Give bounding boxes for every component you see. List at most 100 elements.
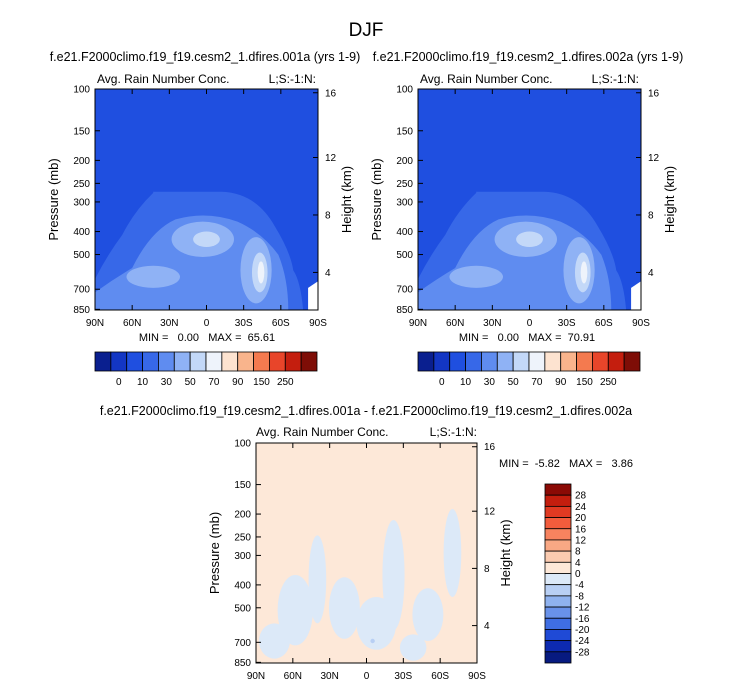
colorbar-swatch xyxy=(300,351,318,372)
x-tick-label: 90S xyxy=(632,318,650,329)
colorbar-label: 250 xyxy=(277,377,294,388)
contour-level-70-tropics xyxy=(193,231,220,248)
y-tick-label: 100 xyxy=(234,439,251,450)
y-tick-label: 200 xyxy=(234,510,251,521)
y-tick-label: 500 xyxy=(73,250,90,261)
colorbar-label: 0 xyxy=(575,569,581,580)
x-tick-label: 90N xyxy=(409,318,427,329)
x-tick-label: 90S xyxy=(309,318,327,329)
min-max-stats: MIN = 0.00 MAX = 70.91 xyxy=(459,332,595,344)
contour-level-70-tropics xyxy=(516,231,543,248)
colorbar-label: -4 xyxy=(575,580,584,591)
diff-negative-region xyxy=(308,535,327,624)
colorbar-label: 10 xyxy=(460,377,472,388)
x-tick-label: 60N xyxy=(446,318,464,329)
colorbar-swatch xyxy=(560,351,577,372)
colorbar-swatch xyxy=(544,494,572,507)
y-tick-label: 400 xyxy=(234,580,251,591)
diff-minimum xyxy=(370,638,375,644)
x-tick-label: 60N xyxy=(284,671,302,682)
chart-title: f.e21.F2000climo.f19_f19.cesm2_1.dfires.… xyxy=(373,50,684,64)
colorbar-label: 50 xyxy=(185,377,197,388)
y-tick-label: 300 xyxy=(73,197,90,208)
colorbar-label: 50 xyxy=(508,377,520,388)
colorbar-label: 150 xyxy=(253,377,270,388)
chart-title: f.e21.F2000climo.f19_f19.cesm2_1.dfires.… xyxy=(50,50,361,64)
colorbar-swatch xyxy=(544,528,572,541)
colorbar-swatch xyxy=(544,584,572,597)
x-tick-label: 60S xyxy=(595,318,613,329)
y-tick-label: 150 xyxy=(73,126,90,137)
colorbar-swatch xyxy=(189,351,207,372)
y2-tick-label: 16 xyxy=(648,88,660,99)
variable-label: Avg. Rain Number Conc. xyxy=(256,425,389,439)
y-tick-label: 400 xyxy=(396,227,413,238)
missing-data-region xyxy=(631,281,641,310)
colorbar-swatch xyxy=(544,539,572,552)
colorbar-swatch xyxy=(544,561,572,574)
y-tick-label: 250 xyxy=(73,179,90,190)
colorbar-label: 150 xyxy=(576,377,593,388)
diff-negative-region xyxy=(382,520,405,630)
colorbar-swatch xyxy=(544,606,572,619)
colorbar: 0 10 30 50 70 90 150 250 xyxy=(94,351,318,388)
x-tick-label: 90N xyxy=(86,318,104,329)
colorbar-label: 90 xyxy=(232,377,244,388)
colorbar-swatch xyxy=(607,351,625,372)
diff-negative-region xyxy=(399,634,427,661)
y-axis-label: Pressure (mb) xyxy=(46,158,61,240)
y-tick-label: 700 xyxy=(396,285,413,296)
colorbar-label: 30 xyxy=(161,377,173,388)
colorbar-label: 4 xyxy=(575,558,581,569)
x-tick-label: 60S xyxy=(272,318,290,329)
x-tick-label: 0 xyxy=(364,671,370,682)
colorbar-swatch xyxy=(544,351,562,372)
colorbar-swatch xyxy=(528,351,546,372)
x-tick-label: 60N xyxy=(123,318,141,329)
colorbar-label: 250 xyxy=(600,377,617,388)
min-max-stats: MIN = -5.82 MAX = 3.86 xyxy=(499,458,633,470)
y-axis-label: Pressure (mb) xyxy=(369,158,384,240)
contour-level-50-north xyxy=(449,265,503,288)
colorbar-swatch xyxy=(110,351,128,372)
colorbar-swatch xyxy=(173,351,191,372)
missing-data-region xyxy=(308,281,318,310)
colorbar-swatch xyxy=(253,351,270,372)
colorbar-swatch xyxy=(544,573,572,586)
diff-negative-region xyxy=(328,577,360,639)
colorbar-swatch xyxy=(221,351,239,372)
colorbar-label: 90 xyxy=(555,377,567,388)
colorbar-label: 28 xyxy=(575,491,587,502)
contour-level-max xyxy=(580,261,588,284)
x-tick-label: 90N xyxy=(247,671,265,682)
y-tick-label: 850 xyxy=(396,305,413,316)
colorbar-swatch xyxy=(284,351,302,372)
y-tick-label: 300 xyxy=(234,551,251,562)
colorbar-swatch xyxy=(481,351,498,372)
x-tick-label: 30S xyxy=(235,318,253,329)
x-tick-label: 30N xyxy=(483,318,501,329)
y-axis-label: Pressure (mb) xyxy=(207,512,222,594)
colorbar-swatch xyxy=(237,351,254,372)
colorbar-swatch xyxy=(126,351,143,372)
y-tick-label: 300 xyxy=(396,197,413,208)
y-tick-label: 100 xyxy=(73,85,90,96)
y2-tick-label: 8 xyxy=(325,210,331,221)
y-tick-label: 400 xyxy=(73,227,90,238)
x-tick-label: 30S xyxy=(558,318,576,329)
y-tick-label: 700 xyxy=(73,285,90,296)
colorbar-swatch xyxy=(544,617,572,630)
colorbar-swatch xyxy=(576,351,593,372)
colorbar-label: -16 xyxy=(575,614,590,625)
y2-tick-label: 12 xyxy=(325,153,337,164)
variable-label: Avg. Rain Number Conc. xyxy=(420,72,553,86)
min-max-stats: MIN = 0.00 MAX = 65.61 xyxy=(139,332,275,344)
colorbar-swatch xyxy=(205,351,223,372)
colorbar-swatch xyxy=(544,651,572,664)
contour-level-50-north xyxy=(126,265,180,288)
colorbar-swatch xyxy=(94,351,112,372)
colorbar-swatch xyxy=(158,351,175,372)
colorbar-swatch xyxy=(544,595,572,608)
